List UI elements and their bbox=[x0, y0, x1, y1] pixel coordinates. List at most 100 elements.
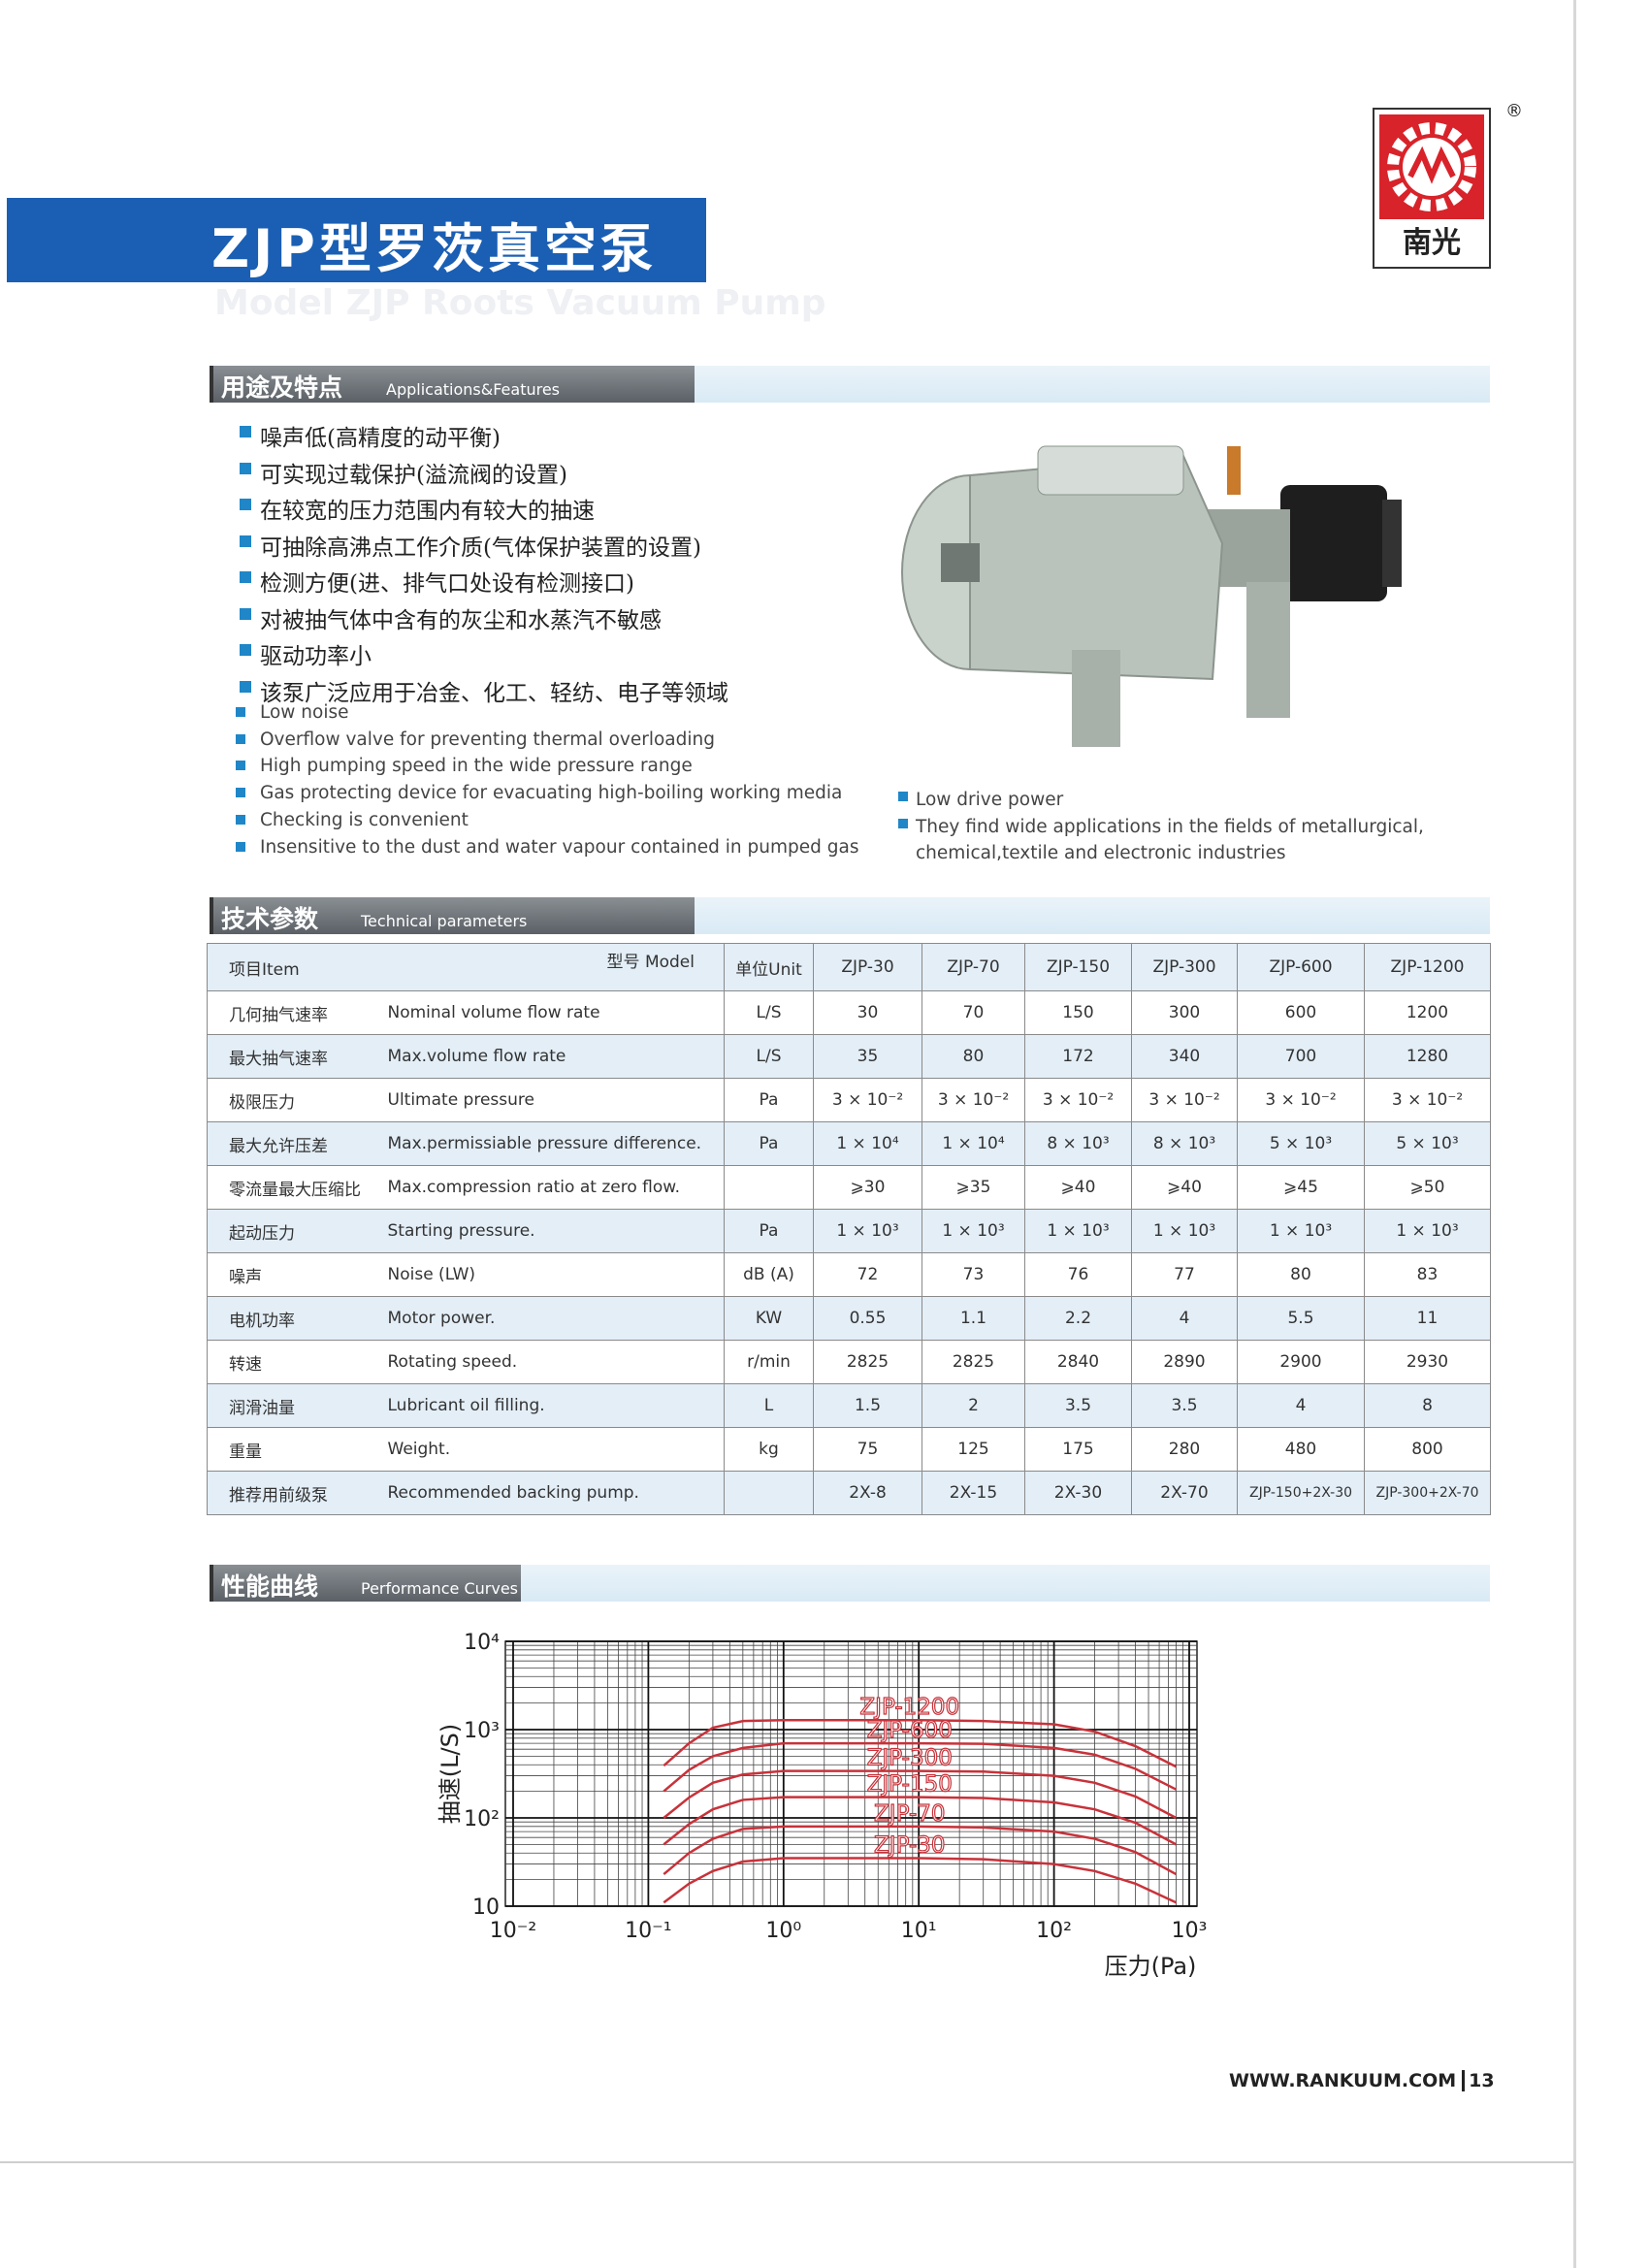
table-cell: 4 bbox=[1131, 1296, 1238, 1341]
table-cell: ZJP-150+2X-30 bbox=[1237, 1471, 1365, 1515]
table-cell: 3 × 10⁻² bbox=[1131, 1078, 1238, 1122]
table-cell: KW bbox=[724, 1296, 814, 1341]
table-cell: 2900 bbox=[1237, 1340, 1365, 1384]
table-cell: ⩾45 bbox=[1237, 1165, 1365, 1210]
table-cell: ⩾40 bbox=[1024, 1165, 1132, 1210]
header-cell: ZJP-300 bbox=[1131, 943, 1238, 991]
curve-label: ZJP-300 bbox=[867, 1746, 953, 1771]
table-cell: 3 × 10⁻² bbox=[1364, 1078, 1491, 1122]
table-cell: 80 bbox=[922, 1034, 1025, 1079]
table-cell: 2X-30 bbox=[1024, 1471, 1132, 1515]
curve-label: ZJP-30 bbox=[874, 1832, 945, 1858]
table-cell: 480 bbox=[1237, 1427, 1365, 1472]
x-tick-label: 10⁻¹ bbox=[625, 1919, 671, 1943]
table-cell: 3 × 10⁻² bbox=[922, 1078, 1025, 1122]
table-cell bbox=[724, 1165, 814, 1210]
table-cell: 70 bbox=[922, 990, 1025, 1035]
feature-en: They find wide applications in the field… bbox=[916, 816, 1424, 863]
curve bbox=[663, 1741, 1178, 1793]
curve-label: ZJP-150 bbox=[867, 1772, 953, 1798]
table-cell: 起动压力 bbox=[207, 1209, 384, 1253]
y-tick-label: 10² bbox=[464, 1807, 500, 1831]
bullet bbox=[236, 788, 245, 798]
table-cell bbox=[724, 1471, 814, 1515]
bullet bbox=[236, 761, 245, 771]
table-cell: 3.5 bbox=[1131, 1383, 1238, 1428]
table-cell: 1 × 10³ bbox=[813, 1209, 922, 1253]
title: ZJP型罗茨真空泵 bbox=[211, 218, 657, 279]
table-cell: 1 × 10³ bbox=[1024, 1209, 1132, 1253]
header-cell: ZJP-70 bbox=[922, 943, 1025, 991]
table-cell: 1280 bbox=[1364, 1034, 1491, 1079]
bullet bbox=[898, 792, 908, 801]
table-cell: L bbox=[724, 1383, 814, 1428]
feature-cn: 噪声低(高精度的动平衡) bbox=[260, 426, 501, 451]
table-cell: 2.2 bbox=[1024, 1296, 1132, 1341]
table-cell: 2X-8 bbox=[813, 1471, 922, 1515]
x-tick-label: 10⁻² bbox=[490, 1919, 536, 1943]
table-cell: Pa bbox=[724, 1078, 814, 1122]
table-cell: 3 × 10⁻² bbox=[813, 1078, 922, 1122]
table-cell: 推荐用前级泵 bbox=[207, 1471, 384, 1515]
table-cell: 噪声 bbox=[207, 1252, 384, 1297]
table-cell: 172 bbox=[1024, 1034, 1132, 1079]
x-tick-label: 10¹ bbox=[901, 1919, 937, 1943]
table-row: 最大允许压差 Max.permissiable pressure differen… bbox=[207, 1121, 1491, 1166]
table-cell: Nominal volume flow rate bbox=[383, 990, 725, 1035]
page-bottom-edge bbox=[0, 2161, 1573, 2163]
table-cell: 72 bbox=[813, 1252, 922, 1297]
feature-en: Low noise bbox=[260, 702, 349, 723]
header-cell: ZJP-150 bbox=[1024, 943, 1132, 991]
plot-area bbox=[504, 1640, 1198, 1907]
bullet bbox=[240, 571, 251, 583]
pump-image bbox=[901, 445, 1402, 747]
table-cell: 700 bbox=[1237, 1034, 1365, 1079]
subtitle: Model ZJP Roots Vacuum Pump bbox=[214, 283, 826, 323]
feature-cn: 该泵广泛应用于冶金、化工、轻纺、电子等领域 bbox=[260, 680, 728, 706]
table-row: 零流量最大压缩比 Max.compression ratio at zero fl… bbox=[207, 1165, 1491, 1210]
curve bbox=[663, 1825, 1178, 1876]
table-cell: L/S bbox=[724, 990, 814, 1035]
pump-foot bbox=[1072, 650, 1120, 747]
table-cell: 280 bbox=[1131, 1427, 1238, 1472]
page-edge bbox=[1573, 0, 1576, 2268]
table-row: 起动压力 Starting pressure. Pa 1 × 10³ 1 × 10³ 1 … bbox=[207, 1209, 1491, 1253]
table-cell: 8 bbox=[1364, 1383, 1491, 1428]
bullet bbox=[240, 644, 251, 656]
y-tick-label: 10³ bbox=[464, 1719, 500, 1743]
table-cell: 4 bbox=[1237, 1383, 1365, 1428]
bullet bbox=[236, 814, 245, 825]
table-cell: 8 × 10³ bbox=[1024, 1121, 1132, 1166]
performance-chart: 10⁻² 10⁻¹ 10⁰ 10¹ 10² 10³ 10 10² 10³ 10⁴ 抽速(L/S) 压力… bbox=[436, 1631, 1208, 1980]
header-cell: ZJP-30 bbox=[813, 943, 922, 991]
feature-en: High pumping speed in the wide pressure … bbox=[260, 756, 693, 777]
feature-cn: 可抽除高沸点工作介质(气体保护装置的设置) bbox=[260, 535, 701, 561]
table-cell: 2840 bbox=[1024, 1340, 1132, 1384]
header-cell: ZJP-1200 bbox=[1364, 943, 1491, 991]
table-cell: 润滑油量 bbox=[207, 1383, 384, 1428]
feature-en: Checking is convenient bbox=[260, 809, 469, 830]
table-cell: 2825 bbox=[922, 1340, 1025, 1384]
bullet bbox=[240, 535, 251, 547]
bullet bbox=[240, 499, 251, 510]
table-cell: 340 bbox=[1131, 1034, 1238, 1079]
table-row: 噪声 Noise (LW) dB (A) 72 73 76 77 80 83 bbox=[207, 1252, 1491, 1297]
table-cell: 几何抽气速率 bbox=[207, 990, 384, 1035]
table-cell: 零流量最大压缩比 bbox=[207, 1165, 384, 1210]
curve-label: ZJP-70 bbox=[874, 1801, 945, 1827]
motor-end bbox=[1382, 500, 1402, 587]
logo-text: 南光 bbox=[1403, 226, 1461, 260]
header-cell: ZJP-600 bbox=[1237, 943, 1365, 991]
table-cell: 300 bbox=[1131, 990, 1238, 1035]
table-cell: Ultimate pressure bbox=[383, 1078, 725, 1122]
table-cell: 5 × 10³ bbox=[1364, 1121, 1491, 1166]
table-cell: 0.55 bbox=[813, 1296, 922, 1341]
x-tick-label: 10³ bbox=[1172, 1919, 1208, 1943]
table-cell: 最大允许压差 bbox=[207, 1121, 384, 1166]
curve bbox=[663, 1796, 1178, 1846]
section-bar bbox=[210, 366, 695, 403]
table-row: 极限压力 Ultimate pressure Pa 3 × 10⁻² 3 × 10⁻² 3… bbox=[207, 1078, 1491, 1122]
table-cell: L/S bbox=[724, 1034, 814, 1079]
feature-en: Gas protecting device for evacuating hig… bbox=[260, 783, 843, 804]
table-cell: Weight. bbox=[383, 1427, 725, 1472]
